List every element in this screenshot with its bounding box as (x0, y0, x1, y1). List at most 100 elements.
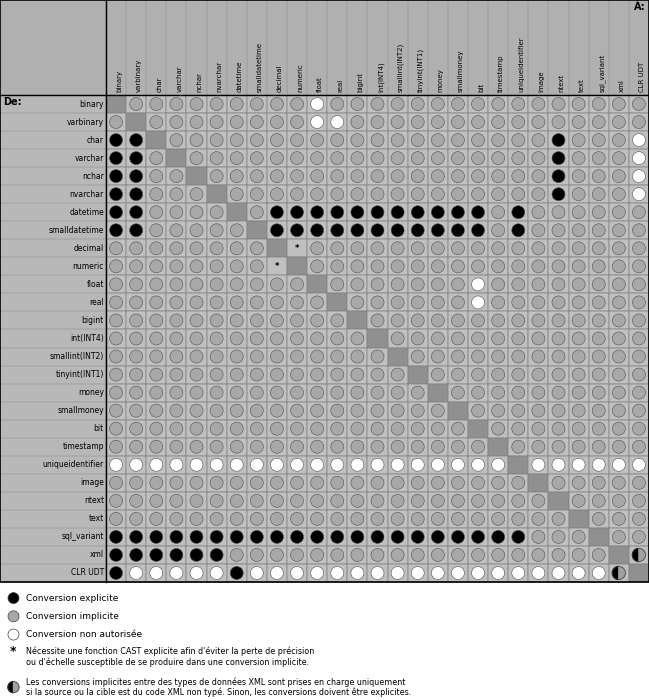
Bar (146, 113, 166, 131)
Bar (387, 420, 408, 438)
Bar (468, 420, 488, 438)
Bar (267, 546, 287, 564)
Circle shape (512, 152, 525, 164)
Bar (367, 131, 387, 149)
Circle shape (411, 260, 424, 273)
Bar (629, 365, 649, 384)
Circle shape (411, 206, 424, 218)
Circle shape (452, 260, 465, 273)
Text: sql_variant: sql_variant (599, 54, 606, 92)
Bar (428, 186, 448, 203)
Circle shape (251, 531, 263, 543)
Text: text: text (89, 514, 104, 524)
Bar (609, 131, 629, 149)
Circle shape (230, 440, 243, 453)
Circle shape (613, 296, 626, 309)
Circle shape (170, 332, 183, 345)
Bar (327, 131, 347, 149)
Bar (569, 528, 589, 546)
Bar (548, 293, 569, 312)
Circle shape (110, 206, 123, 218)
Bar (247, 312, 267, 330)
Circle shape (432, 134, 445, 146)
Text: Conversion implicite: Conversion implicite (26, 612, 119, 621)
Bar (367, 420, 387, 438)
Bar (609, 546, 629, 564)
Bar (528, 546, 548, 564)
Bar (166, 95, 186, 113)
Circle shape (271, 116, 284, 129)
Bar (508, 456, 528, 474)
Circle shape (230, 386, 243, 399)
Bar (448, 474, 468, 492)
Bar (186, 402, 206, 420)
Circle shape (552, 241, 565, 255)
Bar (307, 312, 327, 330)
Bar (327, 186, 347, 203)
Bar (227, 203, 247, 221)
Bar (166, 167, 186, 186)
Circle shape (452, 134, 465, 146)
Bar (186, 510, 206, 528)
Circle shape (371, 241, 384, 255)
Circle shape (110, 494, 123, 508)
Bar (548, 275, 569, 293)
Bar (408, 167, 428, 186)
Bar (428, 95, 448, 113)
Circle shape (230, 476, 243, 489)
Bar (126, 239, 146, 258)
Bar (327, 293, 347, 312)
Bar (347, 420, 367, 438)
Circle shape (190, 458, 203, 471)
Bar (589, 221, 609, 239)
Bar (307, 510, 327, 528)
Circle shape (331, 188, 344, 201)
Bar (247, 131, 267, 149)
Bar (247, 347, 267, 365)
Circle shape (452, 224, 465, 237)
Bar (106, 186, 126, 203)
Bar (629, 149, 649, 167)
Bar (247, 456, 267, 474)
Bar (548, 131, 569, 149)
Circle shape (251, 152, 263, 164)
Text: Nécessite une fonction CAST explicite afin d'éviter la perte de précision: Nécessite une fonction CAST explicite af… (26, 647, 314, 657)
Bar (166, 131, 186, 149)
Circle shape (331, 116, 344, 129)
Bar (629, 131, 649, 149)
Circle shape (552, 260, 565, 273)
Circle shape (411, 224, 424, 237)
Circle shape (311, 458, 324, 471)
Bar (448, 347, 468, 365)
Bar (247, 438, 267, 456)
Bar (106, 420, 126, 438)
Circle shape (311, 152, 324, 164)
Bar (508, 275, 528, 293)
Bar (247, 474, 267, 492)
Bar (548, 186, 569, 203)
Bar (166, 402, 186, 420)
Circle shape (593, 278, 606, 291)
Bar (327, 564, 347, 582)
Bar (146, 131, 166, 149)
Bar (408, 95, 428, 113)
Circle shape (532, 296, 545, 309)
Bar (287, 456, 307, 474)
Circle shape (110, 531, 123, 543)
Circle shape (311, 549, 324, 561)
Bar (347, 330, 367, 347)
Bar (508, 113, 528, 131)
Circle shape (492, 152, 505, 164)
Circle shape (110, 422, 123, 435)
Bar (126, 402, 146, 420)
Bar (548, 330, 569, 347)
Bar (428, 384, 448, 402)
Circle shape (512, 206, 525, 218)
Bar (569, 221, 589, 239)
Circle shape (190, 314, 203, 327)
Text: decimal: decimal (277, 64, 283, 92)
Bar (508, 420, 528, 438)
Circle shape (150, 549, 163, 561)
Circle shape (472, 169, 485, 183)
Bar (347, 203, 367, 221)
